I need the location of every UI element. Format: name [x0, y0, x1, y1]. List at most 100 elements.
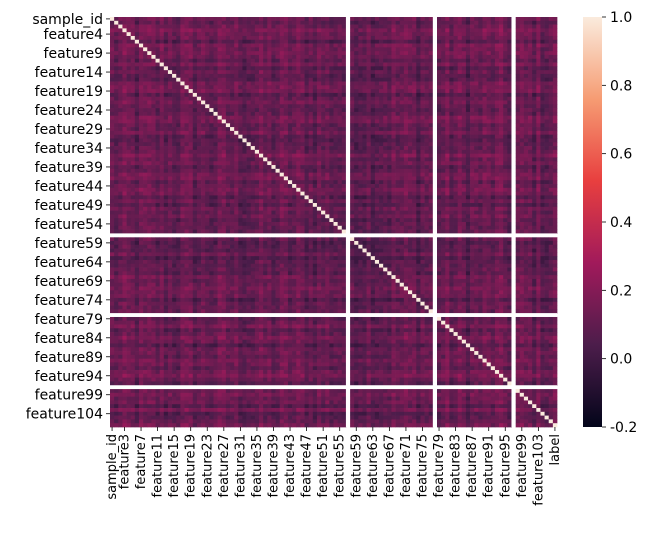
heatmap-cell: [387, 138, 391, 142]
heatmap-cell: [222, 154, 226, 158]
heatmap-cell: [412, 154, 416, 158]
heatmap-cell: [536, 47, 540, 51]
heatmap-cell: [379, 97, 383, 101]
heatmap-cell: [271, 135, 275, 139]
heatmap-cell: [524, 85, 528, 89]
heatmap-cell: [342, 131, 346, 135]
heatmap-cell: [379, 150, 383, 154]
heatmap-cell: [449, 85, 453, 89]
heatmap-cell: [342, 66, 346, 70]
heatmap-cell: [404, 169, 408, 173]
heatmap-cell: [193, 169, 197, 173]
heatmap-cell: [391, 82, 395, 86]
heatmap-cell: [491, 59, 495, 63]
heatmap-cell: [114, 142, 118, 146]
heatmap-cell: [408, 146, 412, 150]
heatmap-cell: [383, 184, 387, 188]
heatmap-cell: [131, 44, 135, 48]
heatmap-cell: [454, 135, 458, 139]
heatmap-cell: [449, 165, 453, 169]
heatmap-cell: [110, 169, 114, 173]
heatmap-cell: [300, 70, 304, 74]
heatmap-cell: [429, 157, 433, 161]
heatmap-cell: [222, 44, 226, 48]
heatmap-cell: [160, 173, 164, 177]
heatmap-cell: [168, 120, 172, 124]
heatmap-cell: [454, 25, 458, 29]
heatmap-cell: [334, 59, 338, 63]
heatmap-cell: [495, 93, 499, 97]
heatmap-cell: [387, 169, 391, 173]
heatmap-cell: [118, 74, 122, 78]
heatmap-cell: [255, 127, 259, 131]
heatmap-cell: [524, 36, 528, 40]
heatmap-cell: [305, 55, 309, 59]
heatmap-cell: [213, 36, 217, 40]
heatmap-cell: [354, 192, 358, 196]
heatmap-cell: [317, 116, 321, 120]
heatmap-cell: [280, 195, 284, 199]
heatmap-cell: [553, 93, 557, 97]
heatmap-cell: [135, 192, 139, 196]
heatmap-cell: [362, 157, 366, 161]
heatmap-cell: [209, 142, 213, 146]
heatmap-cell: [284, 157, 288, 161]
heatmap-cell: [122, 135, 126, 139]
heatmap-cell: [247, 161, 251, 165]
heatmap-cell: [545, 176, 549, 180]
heatmap-cell: [528, 165, 532, 169]
heatmap-cell: [251, 97, 255, 101]
heatmap-cell: [416, 93, 420, 97]
heatmap-cell: [516, 165, 520, 169]
heatmap-cell: [168, 93, 172, 97]
heatmap-cell: [449, 17, 453, 21]
heatmap-cell: [309, 101, 313, 105]
heatmap-cell: [483, 97, 487, 101]
heatmap-cell: [524, 104, 528, 108]
heatmap-cell: [234, 97, 238, 101]
heatmap-cell: [110, 66, 114, 70]
heatmap-cell: [251, 25, 255, 29]
heatmap-cell: [491, 40, 495, 44]
heatmap-cell: [416, 74, 420, 78]
heatmap-cell: [483, 112, 487, 116]
heatmap-cell: [387, 180, 391, 184]
heatmap-cell: [420, 138, 424, 142]
heatmap-cell: [317, 142, 321, 146]
heatmap-cell: [226, 188, 230, 192]
heatmap-cell: [483, 176, 487, 180]
heatmap-cell: [164, 47, 168, 51]
heatmap-cell: [495, 157, 499, 161]
heatmap-cell: [309, 93, 313, 97]
heatmap-cell: [259, 93, 263, 97]
heatmap-cell: [507, 32, 511, 36]
heatmap-cell: [408, 59, 412, 63]
heatmap-cell: [164, 150, 168, 154]
heatmap-cell: [487, 70, 491, 74]
heatmap-cell: [391, 21, 395, 25]
heatmap-cell: [267, 135, 271, 139]
heatmap-cell: [549, 123, 553, 127]
heatmap-cell: [180, 89, 184, 93]
heatmap-cell: [234, 173, 238, 177]
heatmap-cell: [164, 192, 168, 196]
heatmap-cell: [213, 17, 217, 21]
heatmap-cell: [164, 82, 168, 86]
heatmap-cell: [474, 161, 478, 165]
heatmap-cell: [375, 135, 379, 139]
heatmap-cell: [131, 104, 135, 108]
heatmap-cell: [185, 173, 189, 177]
heatmap-cell: [160, 123, 164, 127]
heatmap-cell: [379, 78, 383, 82]
heatmap-cell: [466, 138, 470, 142]
heatmap-cell: [230, 17, 234, 21]
heatmap-cell: [300, 108, 304, 112]
heatmap-cell: [454, 127, 458, 131]
heatmap-cell: [209, 21, 213, 25]
heatmap-cell: [462, 146, 466, 150]
heatmap-cell: [230, 97, 234, 101]
heatmap-cell: [292, 120, 296, 124]
heatmap-cell: [139, 188, 143, 192]
heatmap-cell: [354, 127, 358, 131]
heatmap-cell: [276, 32, 280, 36]
